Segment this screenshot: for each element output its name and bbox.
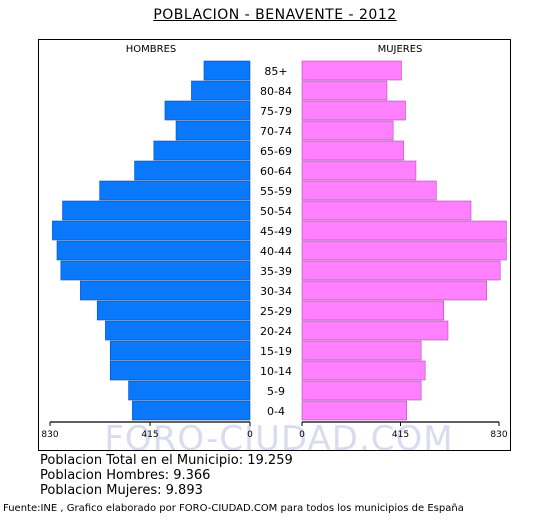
age-group-label: 10-14 xyxy=(260,365,292,378)
female-bar-30-34 xyxy=(301,280,487,301)
age-group-label: 25-29 xyxy=(260,305,292,318)
source-note: Fuente:INE , Grafico elaborado por FORO-… xyxy=(3,503,464,514)
age-group-label: 35-39 xyxy=(260,265,292,278)
male-bar-80-84 xyxy=(191,80,251,101)
age-group-label: 0-4 xyxy=(267,405,285,418)
age-group-label: 45-49 xyxy=(260,225,292,238)
male-bar-50-54 xyxy=(62,200,251,221)
female-bar-60-64 xyxy=(301,160,417,181)
male-bar-20-24 xyxy=(105,320,251,341)
female-population: Poblacion Mujeres: 9.893 xyxy=(40,483,203,498)
age-group-label: 40-44 xyxy=(260,245,292,258)
age-group-label: 70-74 xyxy=(260,125,292,138)
age-group-label: 65-69 xyxy=(260,145,292,158)
male-bar-35-39 xyxy=(60,260,251,281)
left-tick-label: 830 xyxy=(41,430,58,440)
age-group-label: 55-59 xyxy=(260,185,292,198)
age-group-label: 15-19 xyxy=(260,345,292,358)
right-tick-label: 0 xyxy=(299,430,305,440)
female-bar-45-49 xyxy=(301,220,507,241)
male-bar-25-29 xyxy=(96,300,251,321)
male-population: Poblacion Hombres: 9.366 xyxy=(40,468,211,483)
population-pyramid: FORO-CIUDAD.COM HOMBRES MUJERES 85+ 80-84 75-… xyxy=(41,44,507,450)
age-group-label: 20-24 xyxy=(260,325,292,338)
female-bar-75-79 xyxy=(301,100,406,121)
male-bar-0-4 xyxy=(132,400,251,421)
female-bar-70-74 xyxy=(301,120,394,141)
chart-panel: FORO-CIUDAD.COM HOMBRES MUJERES 85+ 80-84 75-… xyxy=(38,39,511,451)
female-bar-80-84 xyxy=(301,80,388,101)
total-population: Poblacion Total en el Municipio: 19.259 xyxy=(40,453,293,468)
male-bar-15-19 xyxy=(109,340,251,361)
age-group-label: 80-84 xyxy=(260,85,292,98)
female-bar-55-59 xyxy=(301,180,437,201)
male-bar-75-79 xyxy=(164,100,251,121)
age-group-label: 5-9 xyxy=(267,385,285,398)
male-bar-45-49 xyxy=(52,220,251,241)
female-bar-20-24 xyxy=(301,320,449,341)
male-bar-40-44 xyxy=(56,240,251,261)
female-bar-50-54 xyxy=(301,200,472,221)
male-bar-10-14 xyxy=(109,360,251,381)
age-group-label: 60-64 xyxy=(260,165,292,178)
chart-title: POBLACION - BENAVENTE - 2012 xyxy=(153,7,397,23)
male-bar-60-64 xyxy=(134,160,251,181)
age-group-label: 30-34 xyxy=(260,285,292,298)
right-tick-label: 415 xyxy=(392,430,409,440)
female-bar-0-4 xyxy=(301,400,407,421)
left-series-label: HOMBRES xyxy=(126,44,177,55)
female-bar-25-29 xyxy=(301,300,444,321)
watermark-text: FORO-CIUDAD.COM xyxy=(104,419,453,450)
age-group-label: 75-79 xyxy=(260,105,292,118)
age-group-label: 85+ xyxy=(264,65,287,78)
female-bar-35-39 xyxy=(301,260,501,281)
female-bar-15-19 xyxy=(301,340,422,361)
male-bar-65-69 xyxy=(153,140,251,161)
female-bar-85+ xyxy=(301,60,402,81)
female-bar-40-44 xyxy=(301,240,507,261)
population-stats: Poblacion Total en el Municipio: 19.259 … xyxy=(40,453,293,498)
female-bar-65-69 xyxy=(301,140,404,161)
left-tick-label: 415 xyxy=(141,430,158,440)
right-tick-label: 830 xyxy=(490,430,507,440)
male-bar-85+ xyxy=(203,60,251,81)
female-bar-5-9 xyxy=(301,380,422,401)
male-bar-30-34 xyxy=(80,280,251,301)
right-series-label: MUJERES xyxy=(378,44,423,55)
female-bar-10-14 xyxy=(301,360,426,381)
age-group-label: 50-54 xyxy=(260,205,292,218)
male-bar-55-59 xyxy=(99,180,251,201)
male-bar-5-9 xyxy=(128,380,251,401)
male-bar-70-74 xyxy=(175,120,251,141)
left-tick-label: 0 xyxy=(247,430,253,440)
